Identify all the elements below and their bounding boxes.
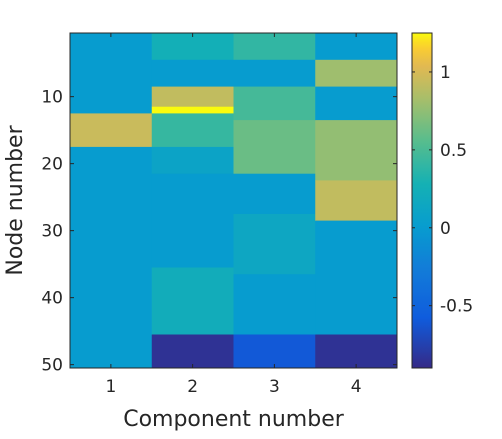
x-tick-label: 3	[269, 377, 280, 397]
y-axis-title: Node number	[3, 124, 28, 275]
x-axis-ticks: 1 2 3 4	[105, 33, 362, 397]
heatmap-cell	[315, 86, 398, 121]
heatmap-cell	[151, 86, 234, 108]
heatmap-cell	[151, 59, 234, 87]
x-tick-label: 1	[105, 377, 116, 397]
heatmap-cell	[151, 146, 234, 175]
y-tick-label: 30	[41, 222, 63, 242]
y-tick-label: 20	[41, 155, 63, 175]
heatmap-cell	[233, 334, 316, 369]
y-tick-label: 10	[41, 88, 63, 108]
heatmap-cell	[315, 33, 398, 61]
colorbar-ticks: -0.5 0 0.5 1	[412, 63, 473, 317]
heatmap-cell	[233, 173, 316, 215]
plot-frame	[69, 32, 398, 369]
colorbar	[411, 32, 433, 369]
colorbar-tick-label: 0	[440, 219, 451, 239]
heatmap-cell	[315, 220, 398, 335]
heatmap-cell	[233, 59, 316, 87]
x-tick-label: 4	[351, 377, 362, 397]
colorbar-tick-label: 1	[440, 63, 451, 83]
heatmap-cell	[315, 120, 398, 181]
heatmap-cell	[315, 59, 398, 87]
heatmap-cell	[151, 267, 234, 335]
x-tick-label: 2	[187, 377, 198, 397]
heatmap-cell	[151, 334, 234, 369]
y-tick-label: 40	[41, 289, 63, 309]
heatmap-cell	[70, 113, 153, 148]
heatmap-cell	[315, 180, 398, 221]
heatmap-cell	[233, 86, 316, 121]
heatmap-cell	[70, 146, 153, 369]
heatmap-cell	[233, 274, 316, 335]
x-axis-title: Component number	[123, 407, 345, 432]
heatmap-cell	[151, 106, 234, 114]
heatmap-cell	[233, 33, 316, 61]
heatmap-cell	[151, 173, 234, 268]
heatmap-cell	[233, 213, 316, 275]
colorbar-tick-label: -0.5	[440, 297, 473, 317]
heatmap-cell	[70, 33, 153, 114]
heatmap-cell	[315, 334, 398, 369]
colorbar-tick-label: 0.5	[440, 141, 467, 161]
heatmap-cells	[70, 33, 398, 369]
y-tick-label: 50	[41, 356, 63, 376]
heatmap-cell	[151, 113, 234, 148]
heatmap-cell	[233, 120, 316, 175]
heatmap-cell	[151, 33, 234, 61]
y-axis-ticks: 10 20 30 40 50	[41, 88, 397, 376]
